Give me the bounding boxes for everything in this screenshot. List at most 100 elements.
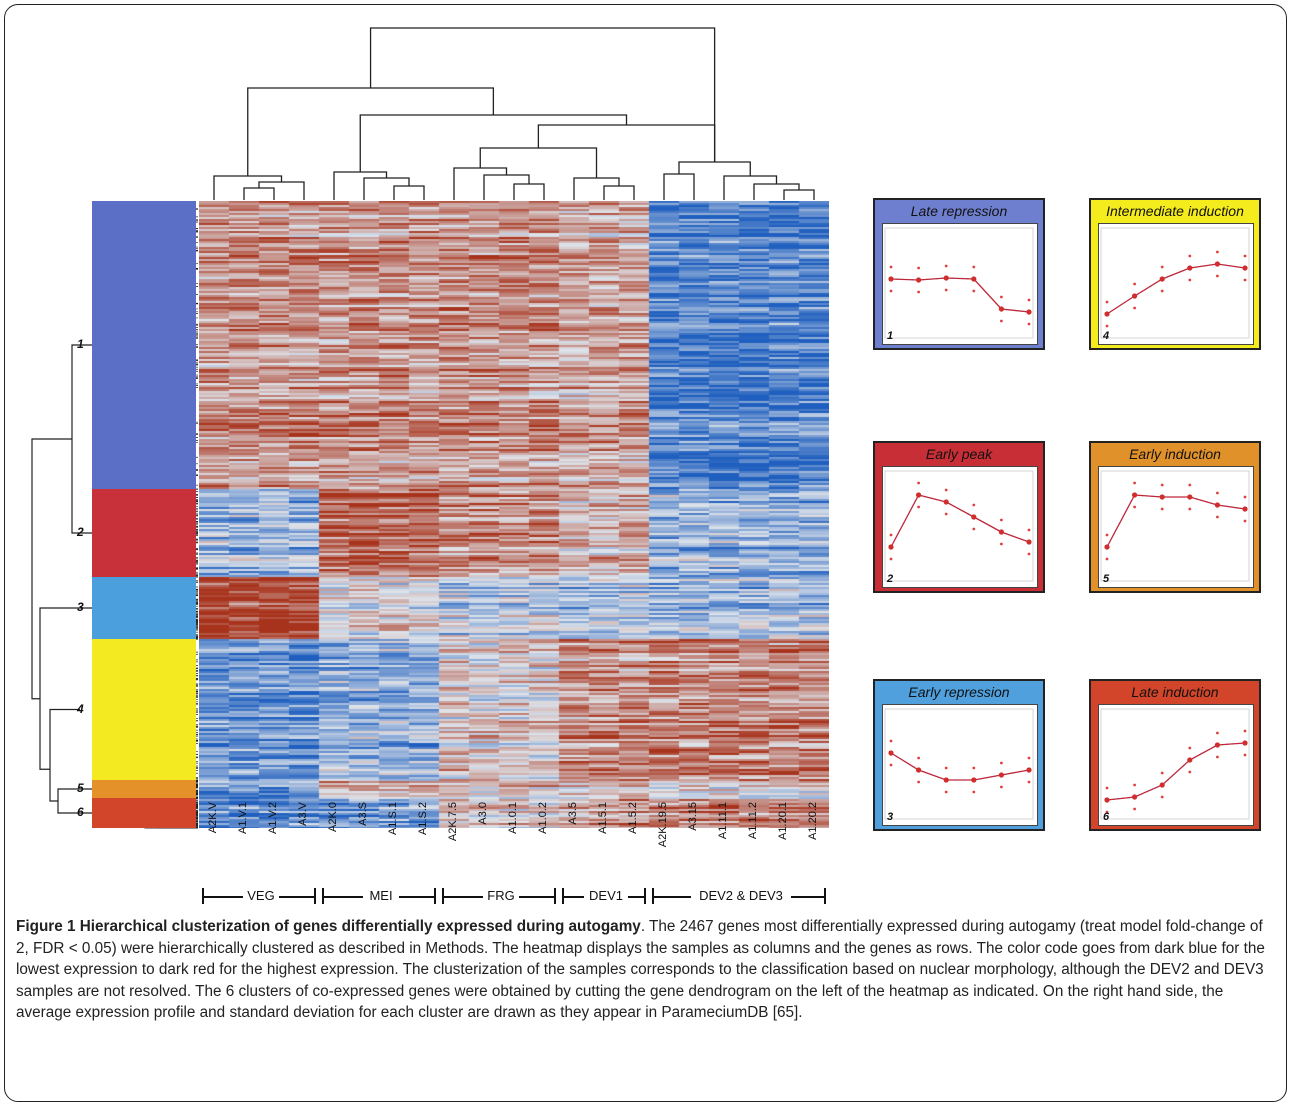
sample-label: A1.20.2	[807, 802, 819, 840]
profile-sd-point	[1105, 300, 1109, 304]
profile-sd-point	[917, 756, 920, 760]
sample-label: A2K.0	[327, 802, 339, 832]
profile-mean-point	[1159, 276, 1165, 282]
group-bracket-tick	[644, 888, 646, 904]
profile-sd-point	[1027, 780, 1031, 784]
profile-sd-point	[1243, 254, 1247, 258]
profile-sd-point	[944, 288, 948, 292]
profile-plot: 6	[1098, 704, 1254, 826]
dendrogram-link	[31, 438, 72, 700]
profile-number: 6	[1103, 811, 1110, 823]
profile-sd-point	[889, 763, 893, 767]
profile-sd-point	[1133, 306, 1136, 310]
profile-panel-4: Intermediate induction 4	[1089, 198, 1261, 350]
profile-mean-point	[998, 306, 1004, 312]
profile-sd-point	[1188, 254, 1192, 258]
cluster-bar-5	[92, 780, 196, 798]
dendrogram-link	[57, 788, 92, 814]
profile-sd-point	[972, 790, 976, 794]
dendrogram-link	[39, 607, 92, 770]
profile-sd-point	[889, 533, 893, 537]
dendrogram-link	[453, 167, 508, 200]
profile-sd-point	[1188, 507, 1192, 511]
profile-mean-point	[1026, 767, 1032, 773]
figure-caption: Figure 1 Hierarchical clusterization of …	[16, 916, 1278, 1024]
profile-panel-5: Early induction 5	[1089, 441, 1261, 593]
profile-plot: 4	[1098, 223, 1254, 345]
profile-mean-point	[1242, 740, 1248, 746]
group-label: DEV2 & DEV3	[691, 888, 791, 904]
profile-sd-point	[1105, 810, 1109, 814]
profile-sd-point	[972, 766, 976, 770]
profile-mean-point	[888, 750, 894, 756]
cluster-number-3: 3	[77, 600, 84, 614]
profile-title: Early peak	[925, 446, 993, 462]
profile-sd-point	[917, 481, 920, 485]
profile-sd-point	[1188, 483, 1192, 487]
profile-mean-point	[1187, 494, 1193, 500]
dendrogram-link	[369, 27, 716, 162]
profile-number: 3	[887, 811, 894, 823]
profile-mean-point	[916, 767, 922, 773]
profile-title: Late repression	[910, 203, 1008, 219]
dendrogram-link	[783, 189, 815, 200]
group-bracket-tick	[434, 888, 436, 904]
profile-sd-point	[1216, 274, 1219, 278]
cluster-bar-2	[92, 489, 196, 577]
profile-sd-point	[944, 790, 948, 794]
profile-mean-point	[1132, 492, 1138, 498]
dendrogram-link	[537, 124, 716, 162]
profile-sd-point	[889, 557, 893, 561]
profile-sd-point	[917, 505, 920, 509]
profile-sd-point	[889, 289, 893, 293]
profile-sd-point	[1216, 731, 1219, 735]
profile-sd-point	[944, 512, 948, 516]
dendrogram-link	[479, 147, 598, 178]
profile-sd-point	[1160, 507, 1164, 511]
profile-number: 2	[887, 573, 894, 585]
profile-mean-point	[1214, 742, 1220, 748]
profile-plot: 3	[882, 704, 1038, 826]
profile-mean-point	[888, 276, 894, 282]
profile-sd-point	[1243, 278, 1247, 282]
sample-label: A3.V	[297, 802, 309, 826]
profile-number: 1	[887, 330, 894, 342]
profile-title: Early induction	[1129, 446, 1221, 462]
sample-label: A1.20.1	[777, 802, 789, 840]
profile-fit-line	[1106, 494, 1246, 548]
profile-panel-3: Early repression 3	[873, 679, 1045, 831]
dendrogram-link	[247, 87, 495, 176]
dendrogram-link	[753, 183, 800, 200]
dendrogram-link	[663, 173, 695, 200]
group-bracket-tick	[652, 888, 654, 904]
profile-sd-point	[1243, 495, 1247, 499]
profile-sd-point	[1000, 542, 1003, 546]
profile-sd-point	[1000, 785, 1003, 789]
expression-heatmap	[199, 201, 829, 828]
profile-panel-2: Early peak 2	[873, 441, 1045, 593]
sample-label: A1.V.1	[237, 802, 249, 835]
dendrogram-link	[258, 181, 305, 200]
profile-sd-point	[944, 264, 948, 268]
profile-plot: 5	[1098, 466, 1254, 588]
profile-mean-point	[971, 777, 977, 783]
profile-number: 4	[1103, 330, 1110, 342]
dendrogram-link	[603, 185, 635, 200]
profile-sd-point	[1000, 295, 1003, 299]
group-bracket-tick	[562, 888, 564, 904]
profile-mean-point	[971, 276, 977, 282]
sample-label: A3.5	[567, 802, 579, 825]
profile-sd-point	[917, 290, 920, 294]
profile-mean-point	[916, 492, 922, 498]
profile-sd-point	[1105, 557, 1109, 561]
sample-label: A1.0.2	[537, 802, 549, 834]
sample-label: A1.S.2	[417, 802, 429, 836]
profile-mean-point	[998, 529, 1004, 535]
cluster-number-4: 4	[77, 701, 84, 716]
caption-title: Figure 1 Hierarchical clusterization of …	[16, 918, 641, 935]
sample-label: A2K.7.5	[447, 802, 459, 842]
profile-sd-point	[1105, 533, 1109, 537]
profile-plot: 2	[882, 466, 1038, 588]
profile-mean-point	[916, 277, 922, 283]
